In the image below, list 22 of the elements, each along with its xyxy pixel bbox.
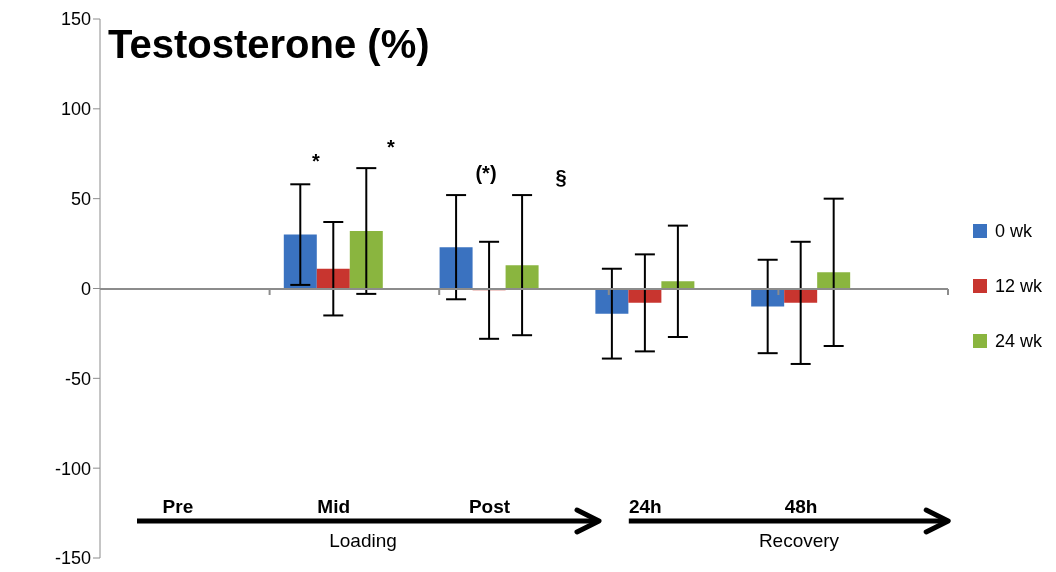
y-tick-label: -150 [54, 548, 91, 569]
y-tick-label: 100 [60, 99, 91, 120]
y-tick-label: 0 [80, 278, 91, 299]
annotation: * [387, 136, 396, 158]
annotation: * [312, 150, 321, 172]
x-tick-label: Post [468, 496, 511, 517]
annotation: Recovery [758, 530, 840, 551]
x-tick-label: 48h [784, 496, 818, 517]
y-tick-label: -50 [64, 368, 91, 389]
y-tick-label: -100 [54, 458, 91, 479]
y-tick-label: 50 [70, 189, 91, 210]
legend-label: 0 wk [994, 220, 1032, 242]
chart-title: Testosterone (%) [108, 22, 430, 66]
x-tick-label: 24h [628, 496, 662, 517]
legend-label: 12 wk [994, 275, 1042, 297]
x-tick-label: Pre [162, 496, 194, 517]
annotation: § [555, 166, 567, 188]
legend-label: 24 wk [994, 330, 1042, 352]
y-tick-label: 150 [60, 9, 91, 30]
x-tick-label: Mid [317, 496, 351, 517]
annotation: (*) [475, 162, 497, 184]
annotation: Loading [329, 530, 397, 551]
